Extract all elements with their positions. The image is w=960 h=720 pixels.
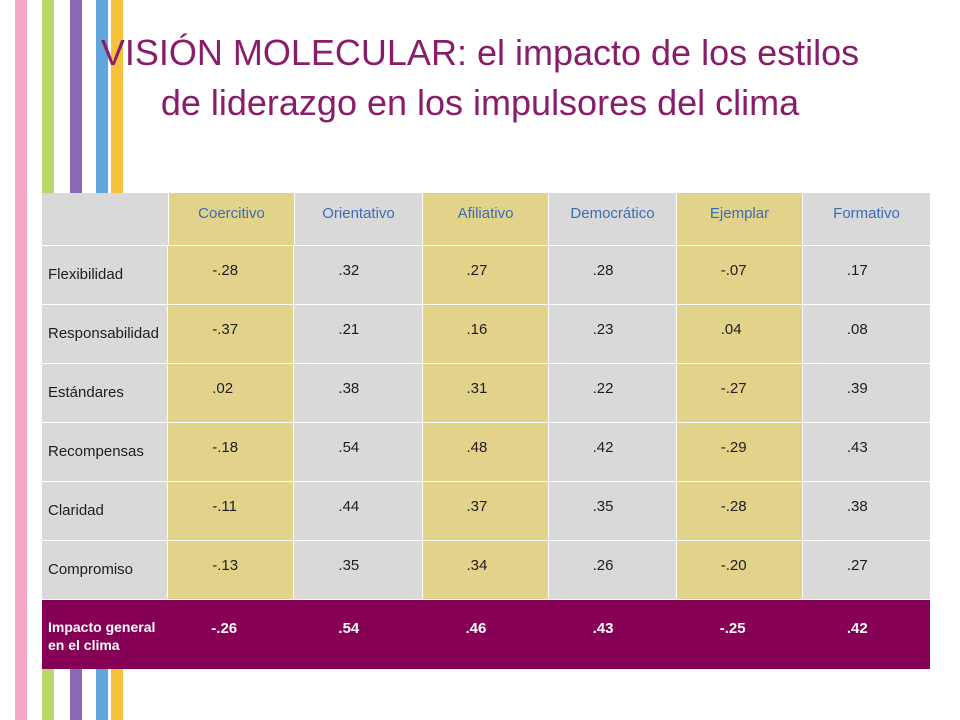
summary-cell: -.25	[719, 620, 746, 637]
table-cell: .02	[167, 364, 295, 422]
leadership-climate-table: Coercitivo Orientativo Afiliativo Democr…	[42, 193, 930, 669]
table-cell: -.13	[167, 541, 295, 599]
row-label: Claridad	[48, 502, 104, 519]
table-cell: .04	[675, 305, 803, 363]
slide-title-line-1: VISIÓN MOLECULAR: el impacto de los esti…	[100, 32, 860, 73]
table-cell: .16	[421, 305, 549, 363]
table-cell: .48	[421, 423, 549, 481]
column-header-afiliativo: Afiliativo	[422, 193, 550, 245]
summary-row: Impacto general en el clima -.26 .54 .46…	[42, 600, 930, 669]
table-cell: .17	[846, 262, 868, 279]
table-cell: .43	[846, 439, 868, 456]
row-label: Flexibilidad	[48, 266, 124, 283]
table-cell: -.20	[675, 541, 803, 599]
table-cell: .35	[338, 557, 360, 574]
table-cell: .42	[592, 439, 614, 456]
table-row: Flexibilidad -.28 .32 .27 .28 -.07 .17	[42, 246, 930, 305]
table-cell: .23	[592, 321, 614, 338]
table-row: Responsabilidad -.37 .21 .16 .23 .04 .08	[42, 305, 930, 364]
table-cell: .31	[421, 364, 549, 422]
row-label: Responsabilidad	[48, 325, 159, 342]
table-cell: .28	[592, 262, 614, 279]
table-header-row: Coercitivo Orientativo Afiliativo Democr…	[42, 193, 930, 246]
table-cell: .38	[846, 498, 868, 515]
table-cell: .54	[338, 439, 360, 456]
summary-cell: .43	[592, 620, 614, 637]
table-cell: -.07	[675, 246, 803, 304]
table-row: Recompensas -.18 .54 .48 .42 -.29 .43	[42, 423, 930, 482]
table-cell: .44	[338, 498, 360, 515]
decorative-stripe-pink	[15, 0, 27, 720]
slide-title-line-2: de liderazgo en los impulsores del clima	[160, 82, 800, 123]
table-row: Estándares .02 .38 .31 .22 -.27 .39	[42, 364, 930, 423]
table-cell: -.28	[167, 246, 295, 304]
slide-title: VISIÓN MOLECULAR: el impacto de los esti…	[30, 28, 930, 128]
summary-cell: .54	[338, 620, 360, 637]
table-cell: .34	[421, 541, 549, 599]
table-cell: .27	[421, 246, 549, 304]
column-header-ejemplar: Ejemplar	[676, 193, 804, 245]
table-row: Compromiso -.13 .35 .34 .26 -.20 .27	[42, 541, 930, 600]
summary-cell: .42	[846, 620, 868, 637]
table-cell: .38	[338, 380, 360, 397]
table-cell: .26	[592, 557, 614, 574]
summary-label-line-1: Impacto general	[48, 619, 156, 635]
table-cell: .39	[846, 380, 868, 397]
row-label: Compromiso	[48, 561, 134, 578]
table-cell: -.18	[167, 423, 295, 481]
table-cell: .37	[421, 482, 549, 540]
table-cell: .22	[592, 380, 614, 397]
column-header-coercitivo: Coercitivo	[168, 193, 296, 245]
column-header-orientativo: Orientativo	[322, 205, 395, 222]
table-cell: .35	[592, 498, 614, 515]
table-cell: .27	[846, 557, 868, 574]
table-cell: -.29	[675, 423, 803, 481]
header-corner-cell	[42, 193, 168, 245]
column-header-formativo: Formativo	[833, 205, 900, 222]
summary-label-line-2: en el clima	[48, 637, 120, 653]
summary-row-label: Impacto general en el clima	[42, 600, 167, 669]
table-cell: .08	[846, 321, 868, 338]
column-header-democratico: Democrático	[570, 205, 655, 222]
table-cell: -.11	[167, 482, 295, 540]
table-row: Claridad -.11 .44 .37 .35 -.28 .38	[42, 482, 930, 541]
row-label: Recompensas	[48, 443, 144, 460]
table-cell: -.28	[675, 482, 803, 540]
table-cell: -.37	[167, 305, 295, 363]
table-cell: .32	[338, 262, 360, 279]
summary-cell: -.26	[211, 620, 238, 637]
table-cell: -.27	[675, 364, 803, 422]
row-label: Estándares	[48, 384, 124, 401]
table-cell: .21	[338, 321, 360, 338]
summary-cell: .46	[465, 620, 487, 637]
